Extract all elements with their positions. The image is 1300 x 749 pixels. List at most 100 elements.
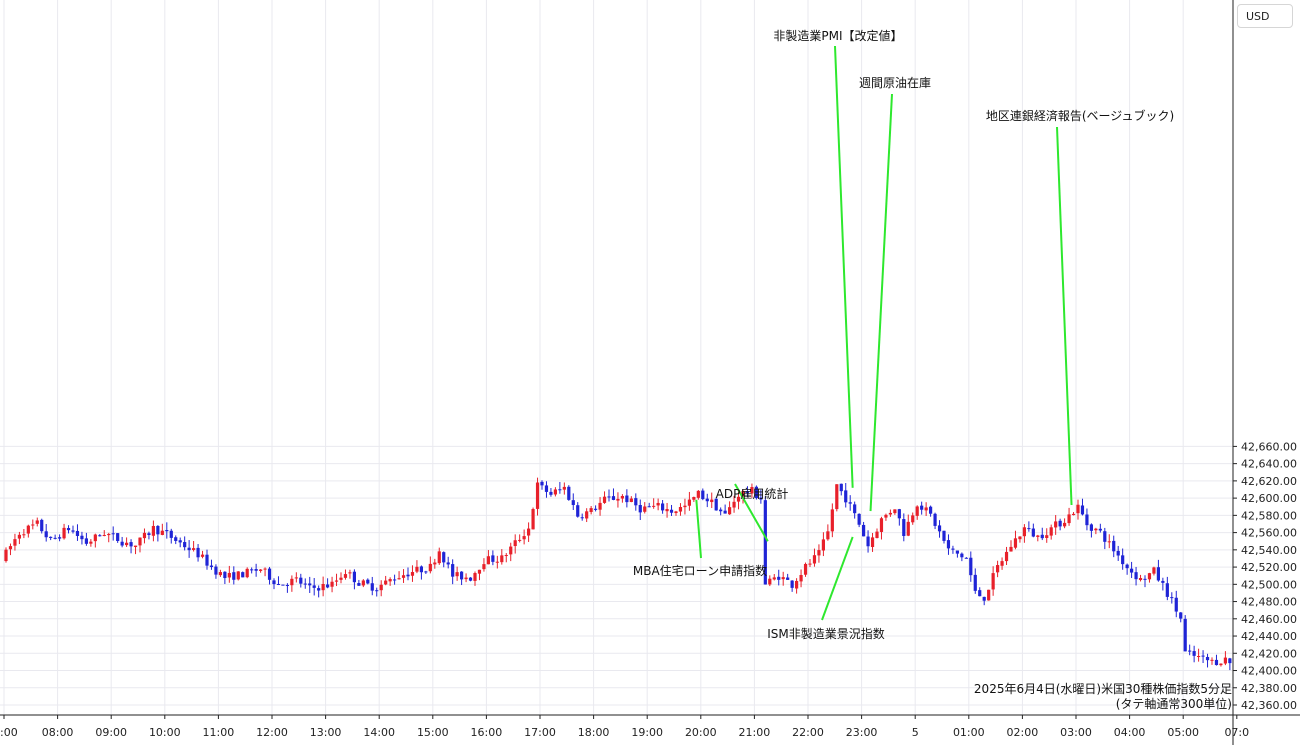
annotation-line-0 — [834, 45, 854, 488]
candle-body-19 — [89, 541, 93, 544]
x-tick-label-19: 02:00 — [1007, 726, 1039, 739]
candle-body-260 — [1165, 583, 1169, 597]
candle-body-225 — [1009, 546, 1013, 552]
x-tick-label-22: 05:00 — [1167, 726, 1199, 739]
candle-body-17 — [80, 535, 84, 540]
candle-body-82 — [370, 583, 374, 591]
x-tick-label-20: 03:00 — [1060, 726, 1092, 739]
annotation-label-0: 非製造業PMI【改定値】 — [773, 28, 902, 43]
candle-body-191 — [857, 513, 861, 525]
candle-body-16 — [75, 530, 80, 536]
candle-body-80 — [361, 580, 365, 586]
candle-body-256 — [1147, 573, 1152, 580]
candle-body-224 — [1004, 551, 1009, 562]
candle-body-75 — [339, 577, 343, 580]
candle-body-166 — [745, 491, 750, 494]
candle-body-29 — [133, 545, 138, 548]
candle-body-87 — [393, 579, 397, 581]
candle-body-214 — [960, 553, 964, 558]
y-tick-label-5: 42,460.00 — [1241, 613, 1297, 626]
candle-body-268 — [1201, 655, 1205, 657]
candle-body-105 — [473, 573, 477, 581]
candle-body-204 — [915, 506, 919, 516]
candle-body-97 — [437, 551, 441, 564]
candle-body-40 — [183, 542, 187, 548]
candle-body-221 — [991, 573, 995, 590]
candle-body-222 — [996, 565, 1000, 573]
candle-body-219 — [982, 596, 986, 601]
candle-body-42 — [192, 548, 196, 550]
candle-body-246 — [1103, 531, 1107, 542]
candle-body-270 — [1210, 659, 1214, 661]
candle-body-68 — [308, 583, 312, 586]
candle-body-242 — [1085, 514, 1089, 526]
candle-body-24 — [111, 533, 115, 535]
candle-body-223 — [1000, 561, 1004, 566]
candle-body-257 — [1152, 567, 1156, 574]
candle-body-124 — [558, 489, 562, 491]
x-tick-label-17: 5 — [912, 726, 919, 739]
candle-body-20 — [93, 534, 97, 542]
candle-body-148 — [665, 509, 669, 512]
candle-body-142 — [638, 505, 642, 513]
candle-body-154 — [692, 497, 696, 500]
candle-body-88 — [397, 578, 401, 580]
caption-line2: (タテ軸通常300単位) — [1115, 697, 1232, 711]
y-tick-label-1: 42,380.00 — [1241, 682, 1297, 695]
candle-body-112 — [504, 555, 508, 557]
candle-body-111 — [500, 555, 504, 563]
candle-body-114 — [513, 540, 517, 547]
candle-body-72 — [326, 584, 330, 588]
y-tick-label-7: 42,500.00 — [1241, 578, 1297, 591]
candle-body-262 — [1174, 597, 1178, 612]
candle-body-93 — [419, 566, 423, 573]
candle-body-177 — [795, 580, 799, 589]
candle-body-13 — [62, 527, 66, 539]
candle-body-86 — [388, 579, 392, 582]
candle-body-123 — [553, 489, 557, 495]
candle-body-74 — [334, 580, 339, 582]
candle-body-91 — [410, 572, 415, 576]
caption-line1: 2025年6月4日(水曜日)米国30種株価指数5分足 — [973, 682, 1232, 696]
candle-body-128 — [576, 505, 580, 517]
x-tick-label-0: :00 — [0, 726, 18, 739]
candle-body-53 — [241, 572, 245, 578]
candle-body-129 — [580, 517, 584, 519]
currency-badge[interactable]: USD — [1237, 4, 1293, 28]
candle-body-155 — [696, 490, 700, 498]
candle-body-167 — [750, 487, 754, 494]
annotation-label-5: ISM非製造業景況指数 — [767, 626, 885, 641]
candle-body-58 — [263, 568, 267, 570]
annotation-line-4 — [695, 499, 702, 559]
candle-body-249 — [1116, 550, 1120, 556]
candle-body-62 — [281, 584, 285, 586]
candle-body-79 — [357, 583, 361, 586]
y-tick-label-2: 42,400.00 — [1241, 665, 1297, 678]
x-tick-label-14: 21:00 — [739, 726, 771, 739]
candle-body-141 — [634, 498, 638, 506]
candle-body-73 — [330, 581, 334, 587]
candle-body-85 — [384, 580, 388, 585]
candle-body-179 — [803, 563, 808, 575]
y-tick-label-10: 42,560.00 — [1241, 527, 1297, 540]
candle-body-196 — [879, 518, 884, 532]
candle-body-55 — [250, 569, 254, 571]
candle-body-198 — [888, 512, 892, 515]
candle-body-78 — [352, 571, 356, 583]
candle-body-192 — [862, 524, 866, 537]
candle-body-99 — [446, 562, 450, 565]
candle-body-28 — [129, 542, 133, 547]
annotation-label-4: MBA住宅ローン申請指数 — [633, 563, 767, 578]
candle-body-119 — [535, 482, 540, 509]
annotation-label-3: ADP雇用統計 — [716, 486, 789, 501]
candle-body-237 — [1063, 522, 1067, 527]
candle-body-240 — [1076, 504, 1080, 514]
annotation-label-2: 地区連銀経済報告(ベージュブック) — [986, 108, 1174, 123]
candle-body-205 — [920, 505, 924, 510]
candle-body-57 — [259, 569, 263, 571]
candle-body-190 — [853, 504, 857, 514]
candle-body-213 — [955, 550, 959, 554]
x-tick-label-6: 13:00 — [310, 726, 342, 739]
candle-body-230 — [1031, 528, 1035, 537]
